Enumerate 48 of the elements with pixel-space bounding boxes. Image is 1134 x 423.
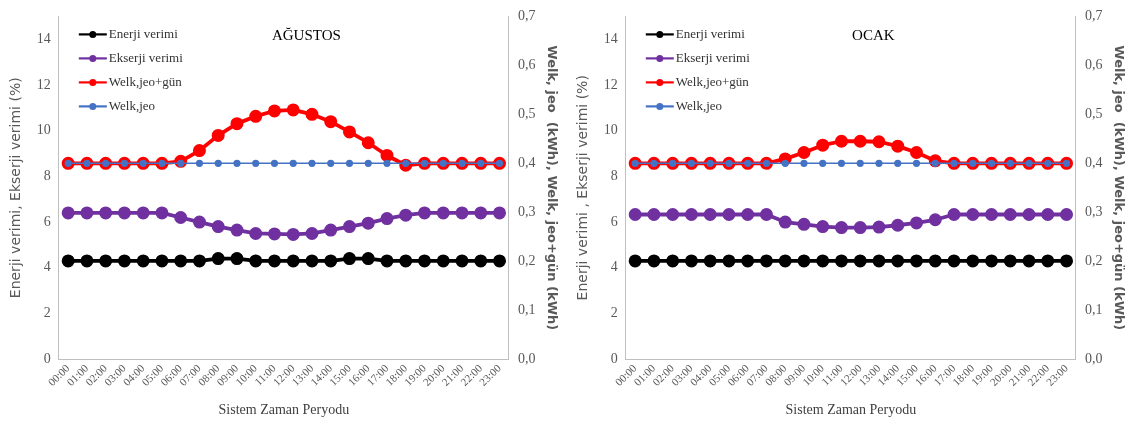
y2-axis-title: Welk, jeo (kWh), Welk, jeo+gün (kWh) [544,45,560,331]
y2-tick-label: 0,3 [1084,203,1103,219]
y2-tick-label: 0,7 [1084,8,1103,24]
x-axis-title: Sistem Zaman Peryodu [785,402,917,418]
legend-label: Ekserji verimi [675,49,751,65]
y-tick-label: 10 [36,122,51,138]
legend-label: Enerji verimi [108,25,179,41]
y-tick-label: 14 [36,30,51,46]
y2-tick-label: 0,7 [517,8,536,24]
y-tick-label: 8 [610,168,618,184]
y-tick-label: 10 [603,122,618,138]
y2-tick-label: 0,5 [517,106,536,121]
y-tick-label: 12 [36,76,51,92]
y-tick-label: 4 [610,259,618,275]
legend-label: Welk,jeo+gün [675,73,750,89]
y2-tick-label: 0,4 [1084,154,1103,170]
y-tick-label: 2 [43,305,51,321]
legend-label: Ekserji verimi [108,49,184,65]
y-tick-label: 2 [610,305,618,321]
x-axis-title: Sistem Zaman Peryodu [218,402,350,418]
legend-label: Welk,jeo [675,97,723,113]
legend-label: Enerji verimi [675,25,746,41]
y2-axis-title: Welk, jeo (kWh), Welk, jeo+gün (kWh) [1111,45,1127,331]
y2-tick-label: 0,5 [1084,106,1103,121]
legend-label: Welk,jeo [108,97,156,113]
text: OCAK [852,27,895,44]
y-tick-label: 4 [43,259,51,275]
y-tick-label: 0 [43,350,51,366]
y-tick-label: 8 [43,168,51,184]
y2-tick-label: 0,0 [517,350,536,366]
y2-tick-label: 0,1 [517,301,536,317]
y2-tick-label: 0,4 [517,154,536,170]
y-tick-label: 14 [603,30,618,46]
y-axis-title: Enerji verimi , Ekserji verimi (%) [574,75,591,301]
y2-tick-label: 0,2 [517,252,536,268]
y2-tick-label: 0,6 [1084,57,1103,73]
legend-label: Welk,jeo+gün [108,73,183,89]
y-tick-label: 0 [610,350,618,366]
y-tick-label: 12 [603,76,618,92]
y2-tick-label: 0,3 [517,203,536,219]
text: AĞUSTOS [271,27,341,44]
y-axis-title: Enerji verimi, Ekserji verimi (%) [7,77,24,299]
y2-tick-label: 0,6 [517,57,536,73]
y-tick-label: 6 [43,213,51,229]
y2-tick-label: 0,2 [1084,252,1103,268]
y-tick-label: 6 [610,213,618,229]
y2-tick-label: 0,1 [1084,301,1103,317]
y2-tick-label: 0,0 [1084,350,1103,366]
